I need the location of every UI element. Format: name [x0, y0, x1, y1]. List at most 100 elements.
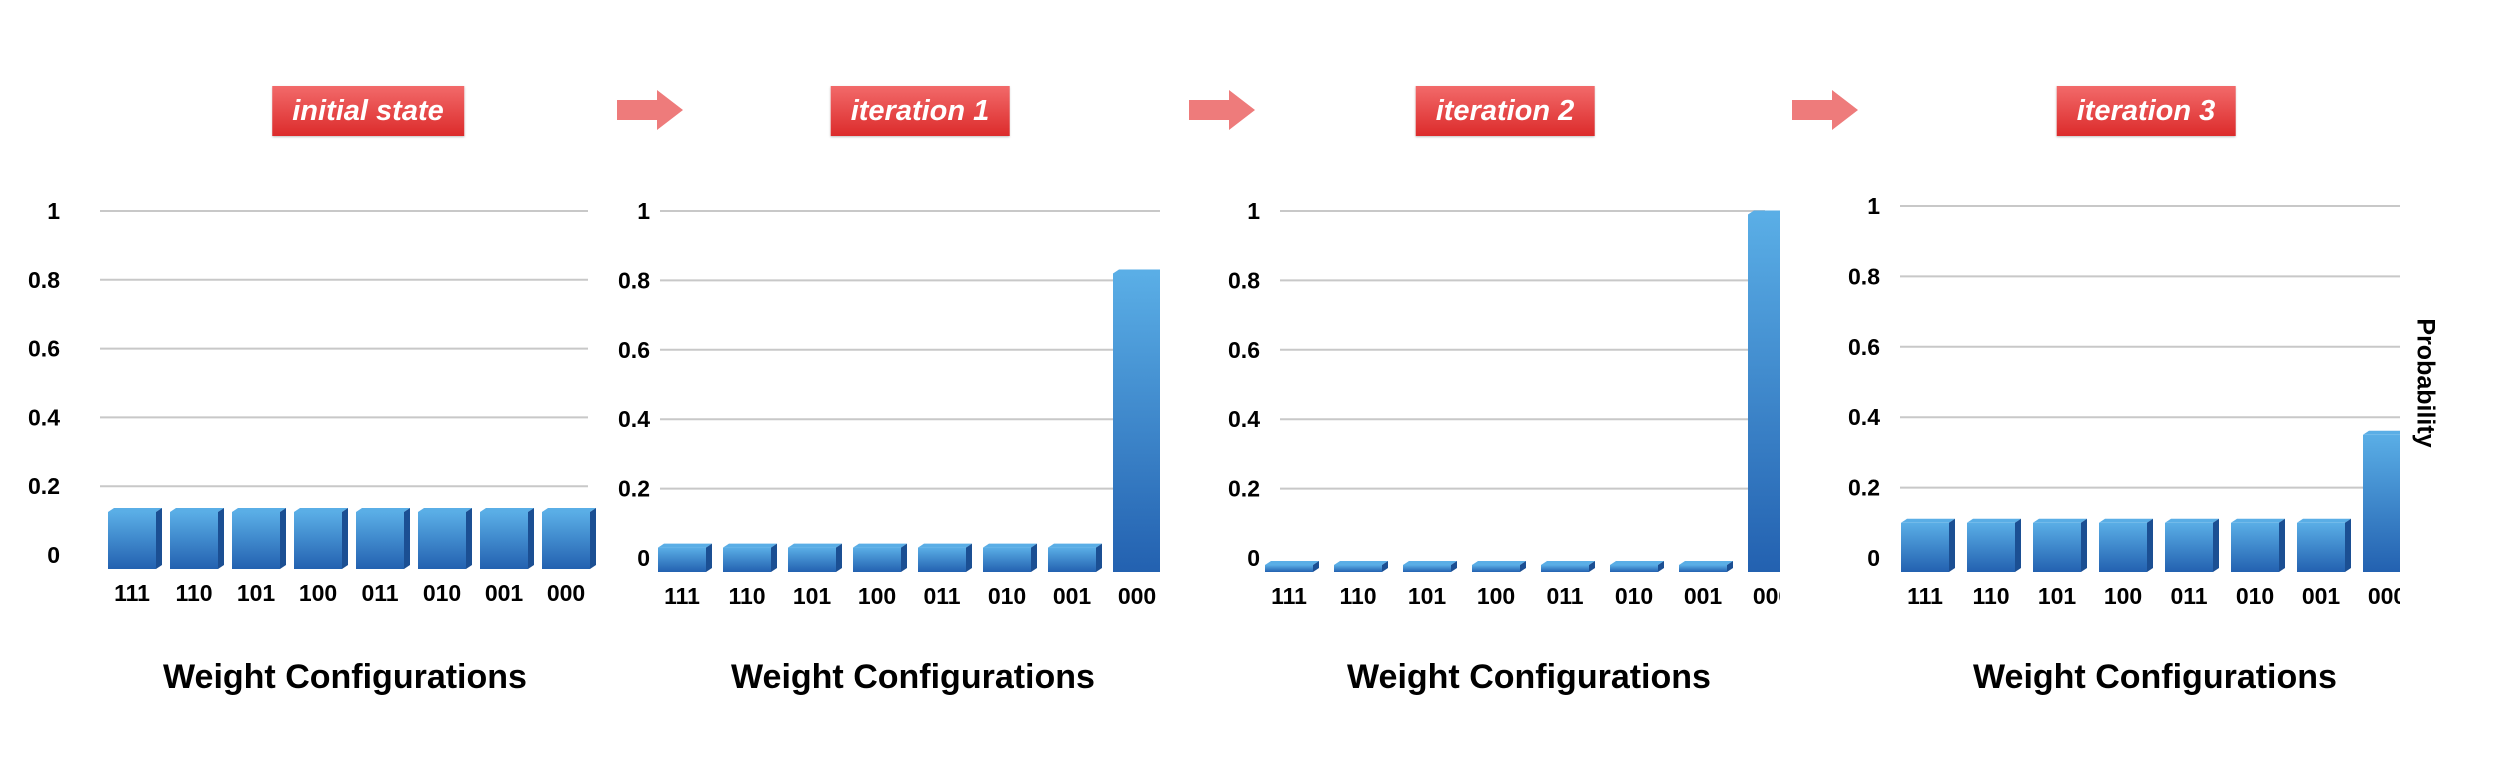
bar-top	[2231, 518, 2285, 523]
arrow-shape	[617, 90, 683, 130]
y-tick-label: 0.4	[1228, 406, 1260, 432]
y-tick-label: 1	[47, 198, 60, 224]
x-tick-label: 010	[2236, 583, 2274, 609]
x-tick-label: 000	[1753, 583, 1780, 609]
bar	[2297, 522, 2345, 572]
bar-top	[853, 543, 907, 548]
bar-side	[1451, 560, 1457, 572]
y-tick-label: 0.8	[28, 267, 60, 293]
y-tick-label: 0.8	[1228, 267, 1260, 293]
bar-side	[404, 508, 410, 569]
bar-top	[918, 543, 972, 548]
bar-side	[1096, 543, 1102, 572]
y-tick-label: 0.2	[28, 473, 60, 499]
bar-side	[901, 543, 907, 572]
x-axis-title: Weight Configurations	[1347, 658, 1711, 696]
bar-side	[2213, 518, 2219, 572]
y-tick-label: 0	[1867, 545, 1880, 571]
stage-label: iteration 1	[830, 86, 1010, 136]
bar-top	[2033, 518, 2087, 523]
x-tick-label: 110	[728, 583, 765, 609]
y-tick-label: 1	[1867, 193, 1880, 219]
y-tick-label: 0.8	[1848, 263, 1880, 289]
bar	[788, 547, 836, 572]
bar-top	[1679, 560, 1733, 565]
bar	[1113, 273, 1160, 572]
x-tick-label: 100	[2104, 583, 2142, 609]
bar-side	[1382, 560, 1388, 572]
x-tick-label: 101	[2038, 583, 2077, 609]
bar-top	[1113, 269, 1160, 274]
bar-top	[1334, 560, 1388, 565]
bar-top	[480, 508, 534, 512]
bar	[723, 547, 771, 572]
x-tick-label: 101	[1408, 583, 1447, 609]
x-tick-label: 100	[1477, 583, 1515, 609]
x-tick-label: 001	[1053, 583, 1092, 609]
chart-panel-initial-state: 0 0.2 0.4 0.6 0.8 1 111 110 101 100 011 010 001 000 i…	[0, 0, 600, 768]
bar-top	[1967, 518, 2021, 523]
bar	[108, 512, 156, 569]
bar-side	[1589, 560, 1595, 572]
bar-top	[2363, 430, 2400, 435]
bar-top	[294, 508, 348, 512]
x-tick-label: 001	[485, 580, 524, 606]
x-tick-label: 010	[1615, 583, 1653, 609]
x-tick-label: 111	[1907, 583, 1943, 609]
bar	[2231, 522, 2279, 572]
bar	[170, 512, 218, 569]
y-tick-label: 0.6	[618, 337, 650, 363]
bar	[1334, 564, 1382, 572]
bar-side	[2015, 518, 2021, 572]
bar	[1901, 522, 1949, 572]
x-tick-label: 110	[1972, 583, 2009, 609]
bar	[1748, 214, 1780, 572]
bar-top	[232, 508, 286, 512]
bar-side	[771, 543, 777, 572]
bar	[1472, 564, 1520, 572]
bar	[1048, 547, 1096, 572]
y-tick-label: 0.4	[28, 404, 60, 430]
bar-side	[528, 508, 534, 569]
bar-top	[2165, 518, 2219, 523]
bar	[1403, 564, 1451, 572]
bar-top	[1901, 518, 1955, 523]
x-tick-label: 111	[1271, 583, 1307, 609]
bar-top	[1748, 210, 1780, 215]
bar-side	[156, 508, 162, 569]
y-tick-label: 0	[47, 542, 60, 568]
bar	[418, 512, 466, 569]
x-axis-title: Weight Configurations	[163, 658, 527, 696]
bar-side	[2147, 518, 2153, 572]
bar-top	[1265, 560, 1319, 565]
y-tick-label: 0.4	[1848, 404, 1880, 430]
arrow-shape	[1792, 90, 1858, 130]
stage-label: iteration 3	[2056, 86, 2236, 136]
bar-side	[2345, 518, 2351, 572]
x-tick-label: 110	[1339, 583, 1376, 609]
bar-side	[1949, 518, 1955, 572]
x-tick-label: 001	[1684, 583, 1723, 609]
bar	[480, 512, 528, 569]
y-tick-label: 0.6	[1848, 334, 1880, 360]
bar-side	[590, 508, 596, 569]
bar-top	[983, 543, 1037, 548]
bar-side	[836, 543, 842, 572]
x-tick-label: 100	[858, 583, 896, 609]
bar-side	[218, 508, 224, 569]
bar	[1541, 564, 1589, 572]
bar-top	[2297, 518, 2351, 523]
bar-top	[2099, 518, 2153, 523]
x-tick-label: 011	[923, 583, 960, 609]
bar-side	[966, 543, 972, 572]
bar-top	[1048, 543, 1102, 548]
bar-top	[170, 508, 224, 512]
y-tick-label: 0.2	[1228, 476, 1260, 502]
bar-side	[706, 543, 712, 572]
bar-top	[542, 508, 596, 512]
x-tick-label: 100	[299, 580, 337, 606]
bar	[1679, 564, 1727, 572]
